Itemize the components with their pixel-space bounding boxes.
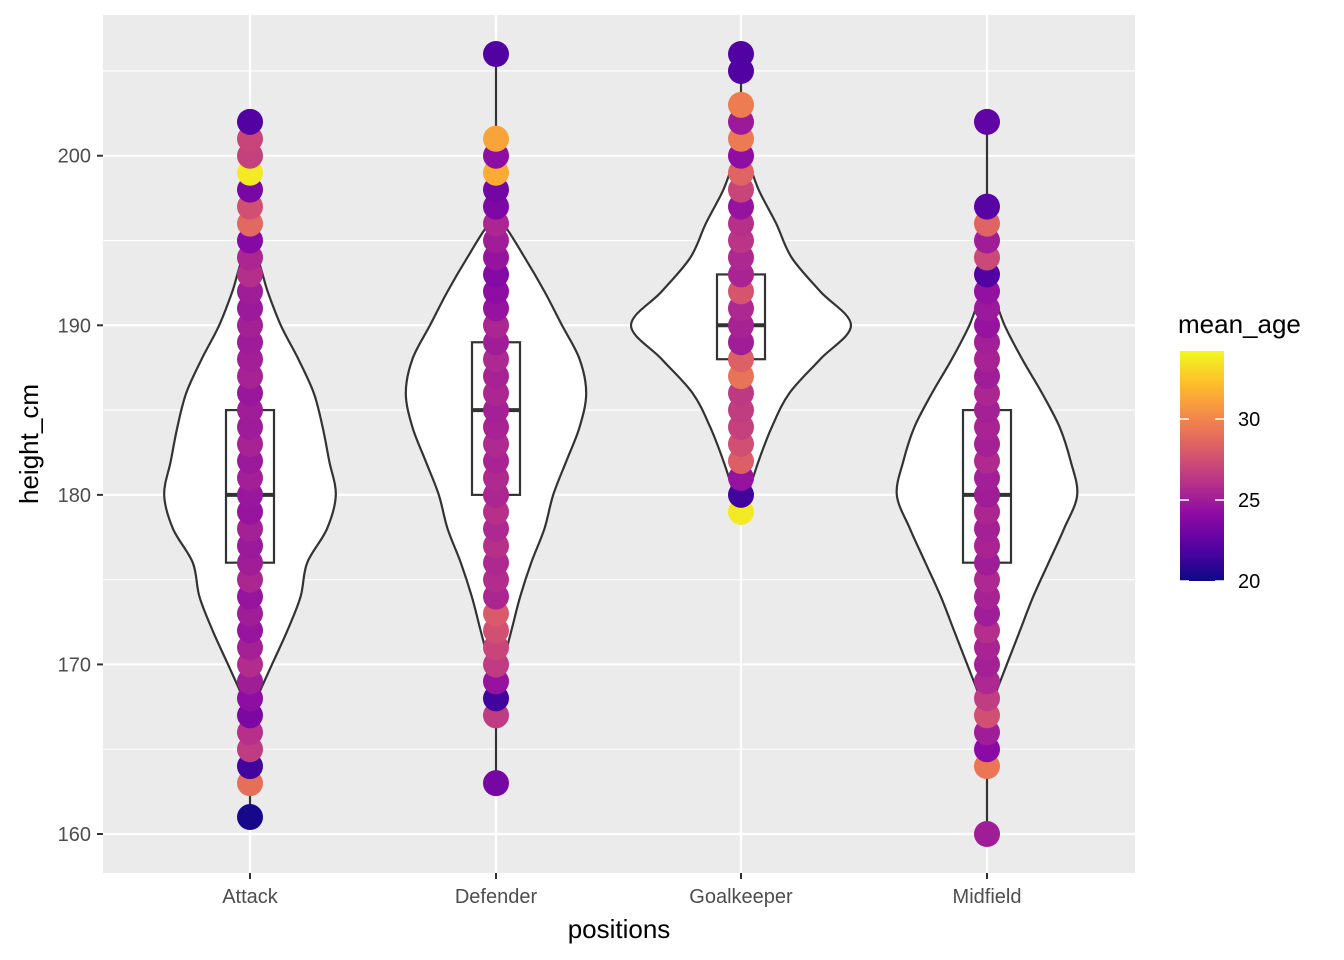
- y-tick-label: 170: [58, 654, 91, 676]
- data-point: [237, 108, 263, 135]
- data-point: [237, 804, 263, 831]
- data-points: [237, 41, 1000, 847]
- legend-colorbar: [1180, 351, 1224, 581]
- x-tick-label: Defender: [455, 886, 538, 908]
- data-point: [974, 821, 1000, 847]
- data-point: [974, 108, 1000, 135]
- data-point: [974, 193, 1000, 220]
- y-tick-label: 200: [58, 146, 91, 168]
- legend-title: mean_age: [1178, 309, 1301, 339]
- x-tick-label: Attack: [222, 886, 279, 908]
- data-point: [483, 770, 509, 797]
- data-point: [483, 125, 509, 152]
- legend-tick-label: 25: [1238, 490, 1260, 512]
- data-point: [728, 91, 754, 118]
- y-tick-label: 190: [58, 315, 91, 337]
- y-tick-label: 180: [58, 485, 91, 507]
- legend-tick-label: 30: [1238, 409, 1260, 431]
- x-tick-label: Midfield: [953, 886, 1022, 908]
- axes: 160 170 180 190 200 Attack Defender Goalkeeper M…: [58, 146, 1022, 908]
- data-point: [728, 41, 754, 67]
- x-tick-label: Goalkeeper: [689, 886, 793, 908]
- legend-tick-label: 20: [1238, 571, 1260, 593]
- legend-ticks: 20 25 30: [1180, 409, 1260, 593]
- data-point: [483, 41, 509, 67]
- y-axis-title: height_cm: [14, 384, 44, 504]
- x-axis-title: positions: [568, 914, 671, 944]
- y-tick-label: 160: [58, 824, 91, 846]
- color-legend: mean_age 20 25 30: [1178, 309, 1301, 593]
